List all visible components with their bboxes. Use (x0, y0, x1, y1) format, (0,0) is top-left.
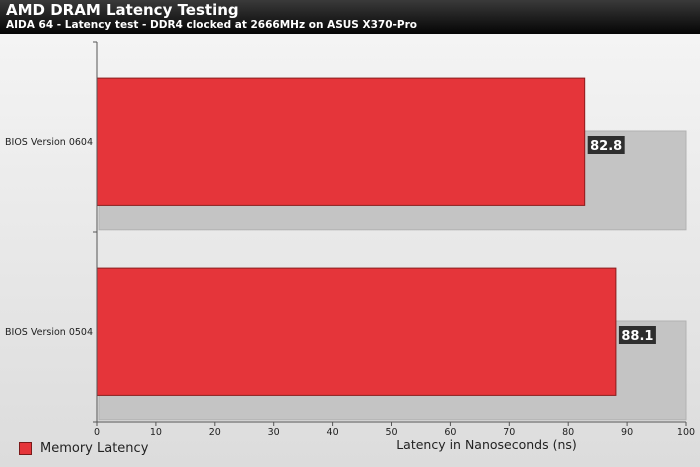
chart-header: AMD DRAM Latency Testing AIDA 64 - Laten… (0, 0, 700, 34)
data-label-background (587, 136, 625, 154)
x-axis-title: Latency in Nanoseconds (ns) (396, 437, 577, 452)
x-tick-label: 90 (621, 427, 633, 438)
x-tick-label: 10 (150, 427, 162, 438)
category-label: BIOS Version 0504 (5, 327, 93, 338)
bar-chart: 82.8 BIOS Version 0604 88.1 BIOS Version 05… (0, 34, 700, 467)
x-tick-label: 100 (677, 427, 695, 438)
legend-label-memory-latency: Memory Latency (40, 441, 149, 456)
x-tick-label: 40 (327, 427, 339, 438)
chart-title: AMD DRAM Latency Testing (6, 1, 239, 19)
legend-swatch-memory-latency (19, 442, 32, 455)
x-tick-label: 60 (444, 427, 456, 438)
chart-subtitle: AIDA 64 - Latency test - DDR4 clocked at… (6, 19, 417, 31)
x-tick-label: 80 (562, 427, 574, 438)
x-tick-label: 20 (209, 427, 221, 438)
bar-memory-latency (96, 77, 586, 206)
x-tick-label: 70 (503, 427, 515, 438)
category-label: BIOS Version 0604 (5, 137, 93, 148)
x-tick-label: 0 (94, 427, 100, 438)
x-tick-label: 50 (385, 427, 397, 438)
bar-memory-latency (96, 267, 617, 396)
data-label: 88.1 (621, 329, 653, 344)
data-label: 82.8 (590, 139, 622, 154)
data-label-background (618, 326, 656, 344)
x-tick-label: 30 (268, 427, 280, 438)
